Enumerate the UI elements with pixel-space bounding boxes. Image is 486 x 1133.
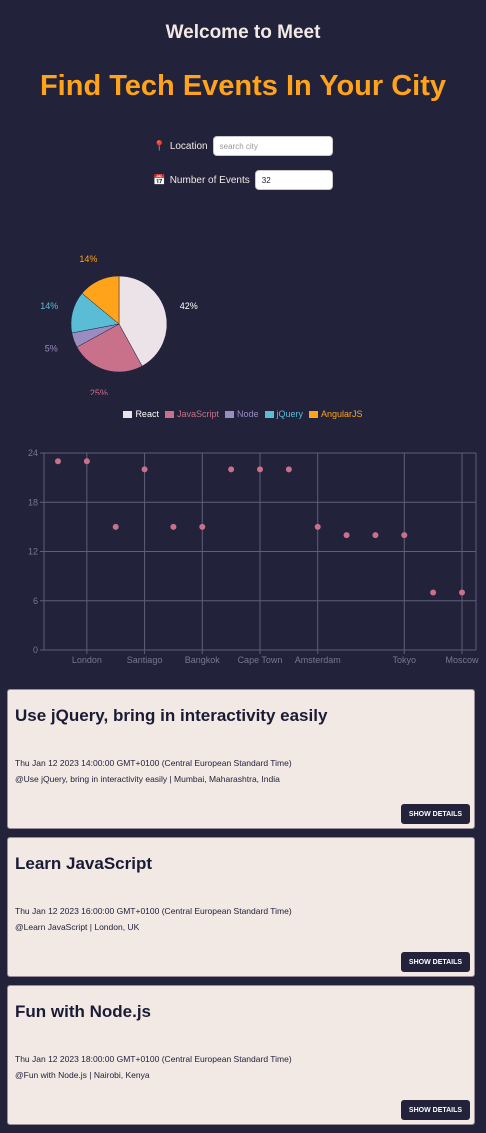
- show-details-button[interactable]: SHOW DETAILS: [401, 1100, 470, 1120]
- y-tick-label: 12: [28, 547, 38, 557]
- pie-label-jquery: 14%: [40, 301, 58, 311]
- pie-label-node: 5%: [45, 343, 58, 353]
- legend-swatch: [123, 410, 133, 418]
- scatter-point[interactable]: [314, 523, 321, 530]
- scatter-point[interactable]: [141, 466, 148, 473]
- event-card: Fun with Node.js Thu Jan 12 2023 18:00:0…: [7, 985, 475, 1125]
- legend-item-node[interactable]: Node: [224, 409, 259, 419]
- event-date: Thu Jan 12 2023 16:00:00 GMT+0100 (Centr…: [15, 906, 292, 916]
- app-title: Welcome to Meet: [165, 22, 321, 43]
- event-date: Thu Jan 12 2023 14:00:00 GMT+0100 (Centr…: [15, 758, 292, 768]
- scatter-point[interactable]: [55, 458, 61, 465]
- legend-item-angularjs[interactable]: AngularJS: [309, 409, 363, 419]
- calendar-icon: 📅: [153, 174, 166, 186]
- event-title: Use jQuery, bring in interactivity easil…: [15, 706, 328, 725]
- pie-slice-javascript: [76, 323, 143, 373]
- legend-label: JavaScript: [176, 409, 219, 419]
- event-location: @Learn JavaScript | London, UK: [15, 922, 140, 932]
- event-location: @Fun with Node.js | Nairobi, Kenya: [15, 1070, 150, 1080]
- legend-swatch: [164, 410, 174, 418]
- x-tick-label: Bangkok: [185, 655, 221, 665]
- pie-slice-react: [118, 275, 168, 367]
- scatter-point[interactable]: [430, 589, 437, 596]
- pin-icon: 📍: [153, 140, 166, 152]
- y-tick-label: 24: [28, 448, 38, 458]
- scatter-point[interactable]: [343, 532, 350, 539]
- event-list: Use jQuery, bring in interactivity easil…: [7, 689, 475, 1133]
- scatter-point[interactable]: [199, 523, 206, 530]
- x-tick-label: Tokyo: [393, 655, 417, 665]
- y-tick-label: 18: [28, 497, 38, 507]
- pie-label-javascript: 25%: [90, 388, 108, 395]
- scatter-point[interactable]: [285, 466, 292, 473]
- event-card: Use jQuery, bring in interactivity easil…: [7, 689, 475, 829]
- legend-label: jQuery: [276, 409, 304, 419]
- scatter-point[interactable]: [372, 532, 379, 539]
- legend-item-jquery[interactable]: jQuery: [264, 409, 304, 419]
- pie-slice-angularjs: [81, 275, 120, 325]
- scatter-point[interactable]: [170, 523, 177, 530]
- number-of-events-row: 📅 Number of Events: [0, 168, 486, 192]
- x-tick-label: Amsterdam: [295, 655, 341, 665]
- events-scatter-chart: 0 6 12 18 24 London Santiago Bangkok Cape Town Am…: [28, 448, 479, 665]
- legend-item-javascript[interactable]: JavaScript: [164, 409, 219, 419]
- scatter-point[interactable]: [459, 589, 465, 596]
- pie-label-react: 42%: [180, 301, 198, 311]
- pie-legend: React JavaScript Node jQuery AngularJS: [0, 409, 486, 419]
- number-of-events-input[interactable]: [254, 170, 333, 190]
- scatter-grid: [40, 452, 477, 654]
- event-date: Thu Jan 12 2023 18:00:00 GMT+0100 (Centr…: [15, 1054, 292, 1064]
- number-of-events-label: Number of Events: [169, 174, 250, 186]
- scatter-point[interactable]: [401, 532, 408, 539]
- show-details-button[interactable]: SHOW DETAILS: [401, 804, 470, 824]
- show-details-button[interactable]: SHOW DETAILS: [401, 952, 470, 972]
- legend-label: AngularJS: [321, 409, 363, 419]
- location-label: Location: [169, 140, 208, 152]
- location-row: 📍 Location: [0, 134, 486, 158]
- scatter-point[interactable]: [112, 523, 119, 530]
- genre-pie-chart: 42% 25% 5% 14% 14%: [40, 254, 198, 395]
- event-title: Fun with Node.js: [15, 1002, 151, 1021]
- x-tick-label: Cape Town: [238, 655, 283, 665]
- legend-label: React: [135, 409, 159, 419]
- x-tick-label: London: [72, 655, 102, 665]
- legend-swatch: [309, 410, 319, 418]
- y-tick-label: 0: [33, 645, 38, 655]
- scatter-point[interactable]: [257, 466, 263, 473]
- pie-label-angularjs: 14%: [79, 254, 97, 264]
- y-tick-label: 6: [33, 596, 38, 606]
- scatter-point[interactable]: [83, 458, 90, 465]
- event-title: Learn JavaScript: [15, 854, 153, 873]
- x-tick-label: Santiago: [127, 655, 163, 665]
- legend-swatch: [264, 410, 274, 418]
- legend-label: Node: [236, 409, 259, 419]
- scatter-point[interactable]: [228, 466, 235, 473]
- search-city-input[interactable]: [212, 136, 333, 156]
- hero-title: Find Tech Events In Your City: [39, 70, 447, 102]
- event-location: @Use jQuery, bring in interactivity easi…: [15, 774, 280, 784]
- legend-item-react[interactable]: React: [123, 409, 159, 419]
- legend-swatch: [224, 410, 234, 418]
- x-tick-label: Moscow: [445, 655, 479, 665]
- event-card: Learn JavaScript Thu Jan 12 2023 16:00:0…: [7, 837, 475, 977]
